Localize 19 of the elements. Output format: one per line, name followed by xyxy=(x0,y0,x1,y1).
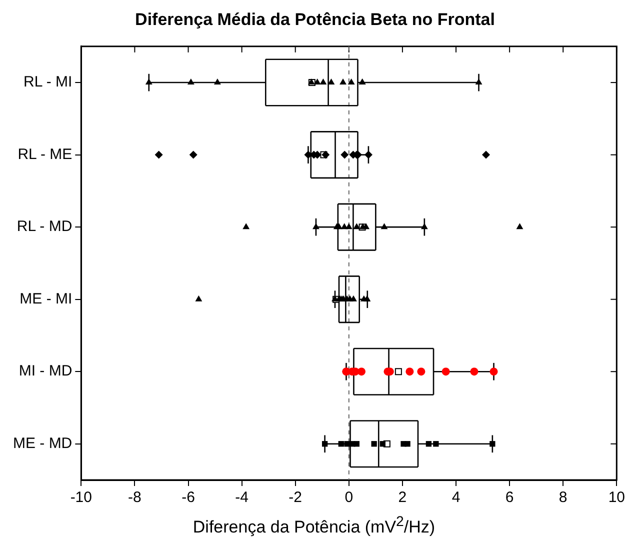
x-tick-label: -4 xyxy=(235,489,248,506)
y-tick-label: MI - MD xyxy=(18,362,72,380)
x-tick-label: -10 xyxy=(70,489,92,506)
y-tick-label: RL - ME xyxy=(18,146,72,163)
x-tick-label: 0 xyxy=(344,489,354,506)
x-axis-title: Diferença da Potência (mV$^{2}$/Hz) xyxy=(192,514,436,538)
y-tick-label: RL - MD xyxy=(16,218,72,236)
y-tick-label: ME - MI xyxy=(20,290,72,308)
y-tick-label: RL - MI xyxy=(24,74,72,91)
x-tick-label: -6 xyxy=(182,489,195,506)
x-tick-label: 6 xyxy=(505,489,514,506)
chart-title: Diferença Média da Potência Beta no Frontal xyxy=(135,10,495,29)
y-tick-label: ME - MD xyxy=(12,435,72,452)
x-tick-label: 8 xyxy=(558,489,568,506)
x-tick-label: 2 xyxy=(398,489,407,506)
x-tick-label: 4 xyxy=(452,489,460,506)
x-tick-label: 10 xyxy=(608,489,625,506)
x-tick-label: -2 xyxy=(288,489,302,506)
x-tick-label: -8 xyxy=(128,489,142,506)
